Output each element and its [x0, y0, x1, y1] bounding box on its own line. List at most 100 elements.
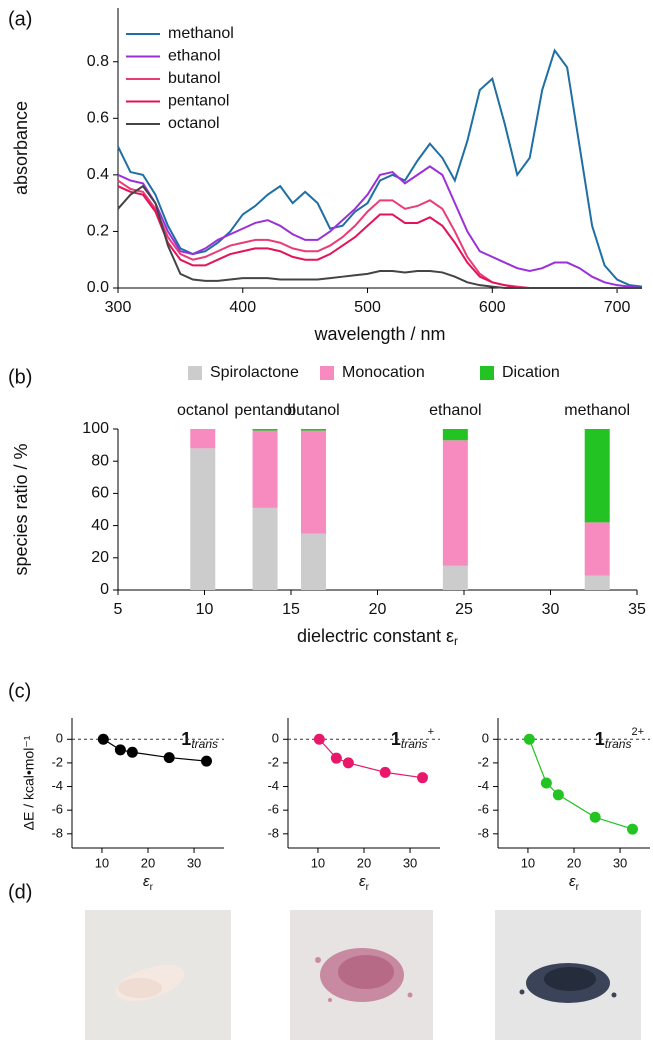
y-tick-label: 80: [91, 452, 109, 469]
bar-segment: [252, 507, 278, 590]
powder-speck: [519, 989, 525, 995]
y-tick-label: 60: [91, 485, 109, 502]
data-point: [589, 811, 601, 823]
x-axis-label-text: ε: [143, 873, 150, 890]
chart-title-sub: trans: [401, 737, 428, 751]
y-tick-label: 0: [272, 731, 279, 746]
x-axis-label-text: ε: [569, 873, 576, 890]
bar-segment: [584, 522, 610, 576]
powder-speck: [328, 998, 332, 1002]
y-tick-label: 20: [91, 549, 109, 566]
data-point: [379, 766, 391, 778]
series-line: [117, 48, 643, 288]
legend-label: Spirolactone: [210, 364, 299, 381]
bar-segment: [442, 429, 468, 441]
y-tick-label: -2: [51, 754, 63, 769]
x-tick-label: 20: [141, 855, 155, 870]
bar-segment: [252, 430, 278, 508]
y-tick-label: -2: [477, 754, 489, 769]
y-tick-label: -6: [267, 802, 279, 817]
powder: [338, 955, 394, 989]
x-tick-label: 10: [95, 855, 109, 870]
x-axis-label-sub: r: [576, 882, 580, 893]
powder-speck: [315, 957, 321, 963]
x-tick-label: 30: [613, 855, 627, 870]
y-tick-label: -6: [51, 802, 63, 817]
bar-segment: [584, 429, 610, 523]
powder-speck: [407, 992, 413, 998]
x-tick-label: 5: [114, 601, 123, 618]
x-axis-label-text: wavelength / nm: [313, 324, 445, 344]
bar-segment: [190, 448, 216, 590]
x-axis-label-text: ε: [359, 873, 366, 890]
x-tick-label: 30: [542, 601, 560, 618]
y-tick-label: 0.4: [87, 166, 109, 183]
data-point: [114, 744, 126, 756]
x-tick-label: 600: [479, 299, 506, 316]
x-axis-label-text: dielectric constant ε: [297, 626, 454, 646]
data-point: [626, 823, 638, 835]
chart-title: 1trans+: [391, 726, 434, 751]
chart-title-main: 1: [391, 729, 401, 749]
powder: [118, 978, 162, 998]
data-point: [342, 757, 354, 769]
x-tick-label: 30: [403, 855, 417, 870]
bar-segment: [300, 533, 326, 590]
y-tick-label: -4: [51, 778, 63, 793]
x-tick-label: 300: [105, 299, 132, 316]
data-point: [552, 789, 564, 801]
bar-category-label: pentanol: [234, 402, 295, 419]
series-line: [117, 184, 642, 289]
x-tick-label: 30: [187, 855, 201, 870]
chart-title: 1trans2+: [595, 726, 644, 751]
chart-title-sub: trans: [191, 737, 218, 751]
y-tick-label: -4: [477, 778, 489, 793]
legend-label: octanol: [168, 115, 220, 132]
legend-label: Monocation: [342, 364, 425, 381]
x-tick-label: 20: [369, 601, 387, 618]
chart-title: 1trans: [181, 729, 218, 751]
x-tick-label: 500: [354, 299, 381, 316]
bar-segment: [442, 565, 468, 590]
x-tick-label: 35: [628, 601, 646, 618]
chart-title-sub: trans: [605, 737, 632, 751]
x-axis-label: εr: [143, 873, 154, 893]
bar-category-label: ethanol: [429, 402, 482, 419]
bar-segment: [300, 429, 326, 431]
bar-category-label: butanol: [287, 402, 340, 419]
data-point: [416, 772, 428, 784]
panel-label: (b): [8, 366, 32, 388]
panel-label: (a): [8, 8, 32, 30]
y-tick-label: 0: [100, 581, 109, 598]
legend-swatch: [320, 366, 334, 380]
y-tick-label: 0.0: [87, 279, 109, 296]
x-axis-label-sub: r: [150, 882, 154, 893]
x-axis-label: dielectric constant εr: [297, 626, 458, 648]
y-tick-label: -8: [51, 825, 63, 840]
bar-category-label: octanol: [177, 402, 229, 419]
panel-label: (d): [8, 881, 32, 903]
powder-speck: [611, 992, 617, 998]
x-axis-label-sub: r: [366, 882, 370, 893]
chart-title-sup: +: [428, 726, 434, 738]
y-tick-label: -2: [267, 754, 279, 769]
bar-segment: [584, 575, 610, 590]
x-tick-label: 25: [455, 601, 473, 618]
chart-title-sup: 2+: [631, 726, 644, 738]
data-point: [163, 752, 175, 764]
x-axis-label: εr: [569, 873, 580, 893]
y-tick-label: 0.6: [87, 110, 109, 127]
data-point: [540, 777, 552, 789]
y-axis-label: ΔE / kcal•mol⁻¹: [21, 735, 37, 830]
data-point: [97, 733, 109, 745]
bar-segment: [252, 429, 278, 431]
panel-label: (c): [8, 680, 31, 702]
chart-title-main: 1: [595, 729, 605, 749]
x-tick-label: 10: [311, 855, 325, 870]
legend-label: methanol: [168, 25, 234, 42]
y-tick-label: -4: [267, 778, 279, 793]
bar-category-label: methanol: [564, 402, 630, 419]
legend-label: ethanol: [168, 48, 221, 65]
